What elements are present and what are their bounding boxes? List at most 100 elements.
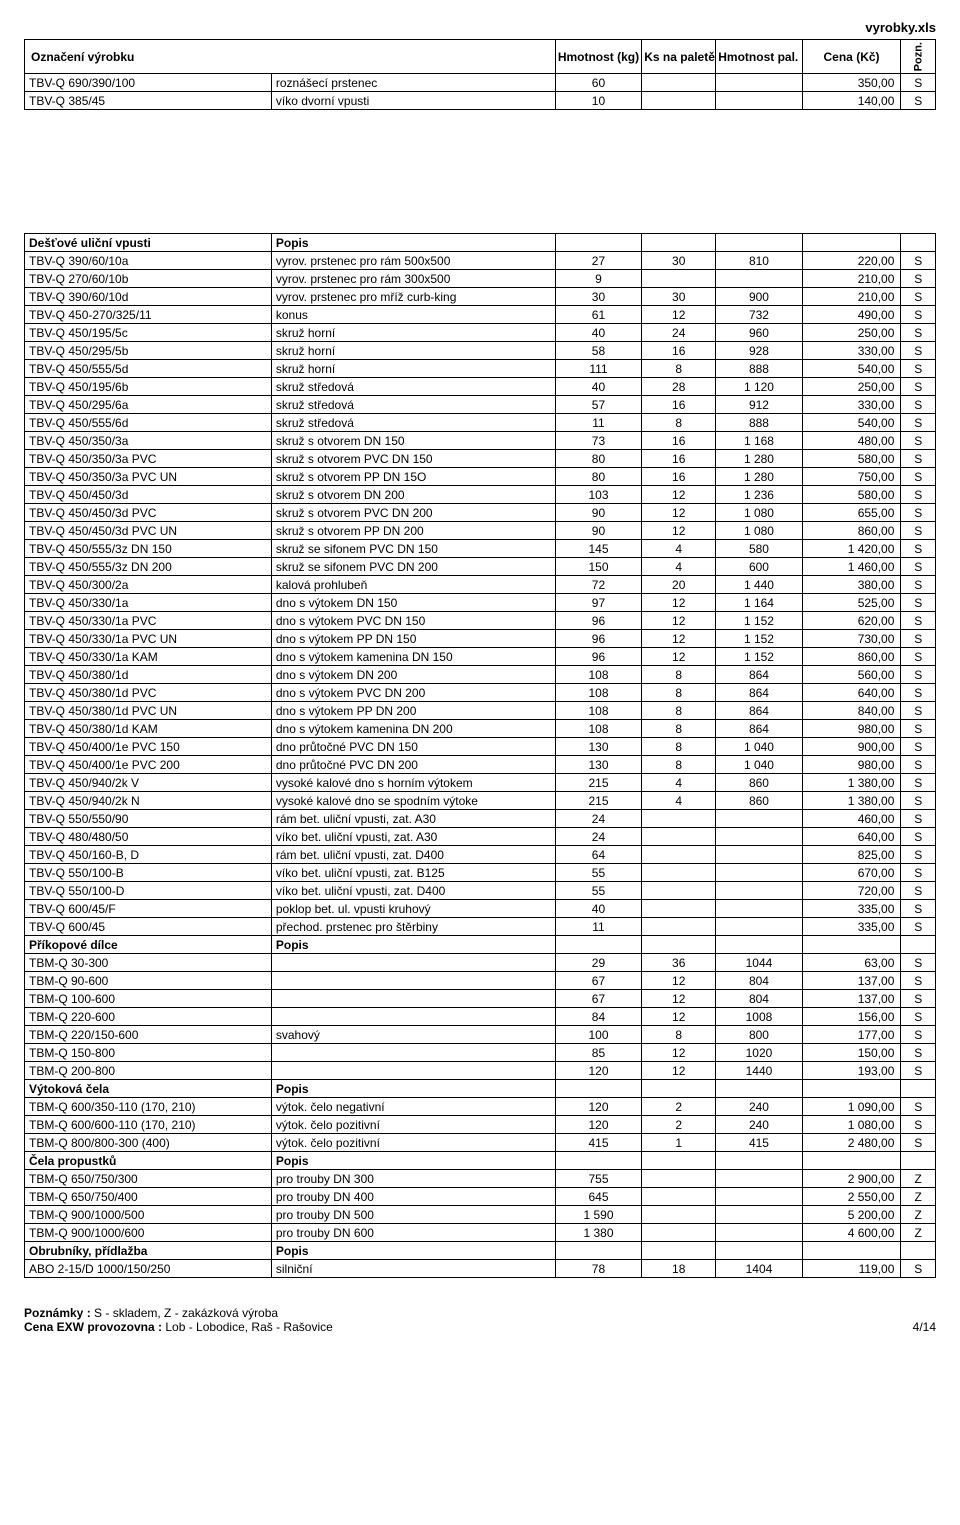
table-cell: 864 [716, 720, 802, 738]
table-cell: pro trouby DN 500 [271, 1206, 555, 1224]
table-cell: 732 [716, 306, 802, 324]
table-cell: 8 [642, 666, 716, 684]
table-cell [642, 1188, 716, 1206]
table-cell [642, 270, 716, 288]
table-cell: 63,00 [802, 954, 901, 972]
table-cell: 150,00 [802, 1044, 901, 1062]
section-title: Obrubníky, přídlažba [25, 1242, 272, 1260]
table-cell: S [901, 270, 936, 288]
table-cell: dno průtočné PVC DN 200 [271, 756, 555, 774]
table-cell: 840,00 [802, 702, 901, 720]
section-empty [716, 234, 802, 252]
table-row: TBM-Q 800/800-300 (400)výtok. čelo pozit… [25, 1134, 936, 1152]
table-cell: 720,00 [802, 882, 901, 900]
table-cell: TBM-Q 650/750/300 [25, 1170, 272, 1188]
table-cell: Z [901, 1206, 936, 1224]
table-cell: 640,00 [802, 684, 901, 702]
table-cell: 24 [642, 324, 716, 342]
table-cell: svahový [271, 1026, 555, 1044]
table-cell: 540,00 [802, 414, 901, 432]
page-number: 4/14 [913, 1320, 936, 1334]
table-cell: 860 [716, 774, 802, 792]
table-cell: 103 [555, 486, 641, 504]
table-cell: S [901, 1260, 936, 1278]
table-cell: 1 460,00 [802, 558, 901, 576]
table-row: TBM-Q 100-6006712804137,00S [25, 990, 936, 1008]
table-cell: 40 [555, 324, 641, 342]
section-popis: Popis [271, 234, 555, 252]
table-row: TBV-Q 390/60/10avyrov. prstenec pro rám … [25, 252, 936, 270]
table-cell: 750,00 [802, 468, 901, 486]
table-cell: 84 [555, 1008, 641, 1026]
table-cell: 100 [555, 1026, 641, 1044]
table-cell: S [901, 378, 936, 396]
table-cell: 90 [555, 504, 641, 522]
table-cell: 8 [642, 756, 716, 774]
section-row: Příkopové dílcePopis [25, 936, 936, 954]
table-cell: S [901, 1134, 936, 1152]
table-row: TBM-Q 600/350-110 (170, 210)výtok. čelo … [25, 1098, 936, 1116]
table-row: TBV-Q 450/940/2k Vvysoké kalové dno s ho… [25, 774, 936, 792]
table-cell: 1 380,00 [802, 774, 901, 792]
table-cell: 30 [555, 288, 641, 306]
table-cell: 800 [716, 1026, 802, 1044]
table-cell: 12 [642, 594, 716, 612]
table-cell: S [901, 432, 936, 450]
table-row: TBV-Q 550/100-Bvíko bet. uliční vpusti, … [25, 864, 936, 882]
table-cell: TBV-Q 450/380/1d KAM [25, 720, 272, 738]
table-cell: 1 590 [555, 1206, 641, 1224]
table-cell: vysoké kalové dno s horním výtokem [271, 774, 555, 792]
table-cell: 130 [555, 738, 641, 756]
table-cell: S [901, 324, 936, 342]
table-cell: dno s výtokem DN 150 [271, 594, 555, 612]
table-cell: S [901, 522, 936, 540]
table-cell: S [901, 972, 936, 990]
table-cell: vyrov. prstenec pro rám 300x500 [271, 270, 555, 288]
table-cell: TBV-Q 450/295/6a [25, 396, 272, 414]
table-cell: 888 [716, 360, 802, 378]
table-cell: Z [901, 1170, 936, 1188]
table-cell: 40 [555, 900, 641, 918]
table-cell: 220,00 [802, 252, 901, 270]
table-cell: dno s výtokem DN 200 [271, 666, 555, 684]
table-cell: TBM-Q 200-800 [25, 1062, 272, 1080]
table-row: TBV-Q 550/550/90rám bet. uliční vpusti, … [25, 810, 936, 828]
table-cell: S [901, 74, 936, 92]
table-cell: 64 [555, 846, 641, 864]
table-cell: 58 [555, 342, 641, 360]
table-cell: S [901, 738, 936, 756]
section-empty [802, 1242, 901, 1260]
table-cell: skruž středová [271, 396, 555, 414]
table-cell [716, 1170, 802, 1188]
table-row: TBV-Q 450/555/3z DN 200skruž se sifonem … [25, 558, 936, 576]
table-row: TBV-Q 480/480/50víko bet. uliční vpusti,… [25, 828, 936, 846]
table-row: TBV-Q 450/400/1e PVC 200dno průtočné PVC… [25, 756, 936, 774]
table-cell: 928 [716, 342, 802, 360]
table-cell: 145 [555, 540, 641, 558]
table-cell: 12 [642, 1044, 716, 1062]
section-empty [901, 1242, 936, 1260]
section-popis: Popis [271, 1152, 555, 1170]
table-cell: S [901, 828, 936, 846]
table-cell: 12 [642, 504, 716, 522]
table-cell: S [901, 684, 936, 702]
table-cell: TBM-Q 900/1000/500 [25, 1206, 272, 1224]
table-cell: S [901, 666, 936, 684]
table-cell: 78 [555, 1260, 641, 1278]
table-cell [716, 74, 802, 92]
table-cell: TBV-Q 450/555/6d [25, 414, 272, 432]
table-cell: 12 [642, 522, 716, 540]
table-cell: roznášecí prstenec [271, 74, 555, 92]
table-cell: 11 [555, 918, 641, 936]
table-cell: 60 [555, 74, 641, 92]
table-cell: 20 [642, 576, 716, 594]
table-cell: rám bet. uliční vpusti, zat. D400 [271, 846, 555, 864]
table-cell: 240 [716, 1116, 802, 1134]
table-row: TBM-Q 650/750/400pro trouby DN 4006452 5… [25, 1188, 936, 1206]
table-cell: S [901, 918, 936, 936]
table-cell: 8 [642, 684, 716, 702]
table-cell: 525,00 [802, 594, 901, 612]
table-cell: pro trouby DN 400 [271, 1188, 555, 1206]
table-cell: 900,00 [802, 738, 901, 756]
table-cell: S [901, 1026, 936, 1044]
